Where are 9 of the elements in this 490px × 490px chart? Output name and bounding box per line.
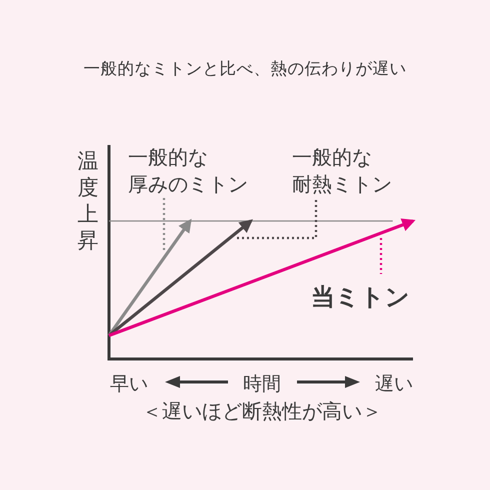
legend-label: 当ミトン xyxy=(311,283,410,311)
chart-title: 一般的なミトンと比べ、熱の伝わりが遅い xyxy=(84,59,406,78)
text: 早い xyxy=(110,373,148,395)
x-axis-title: 時間 xyxy=(243,373,281,395)
y-axis-title: 温度上昇 xyxy=(78,149,98,252)
text: 一般的な厚みのミトン xyxy=(128,145,248,196)
text: 一般的な耐熱ミトン xyxy=(292,145,392,196)
text: 遅い xyxy=(375,373,413,395)
text: ＜遅いほど断熱性が高い＞ xyxy=(142,399,382,423)
